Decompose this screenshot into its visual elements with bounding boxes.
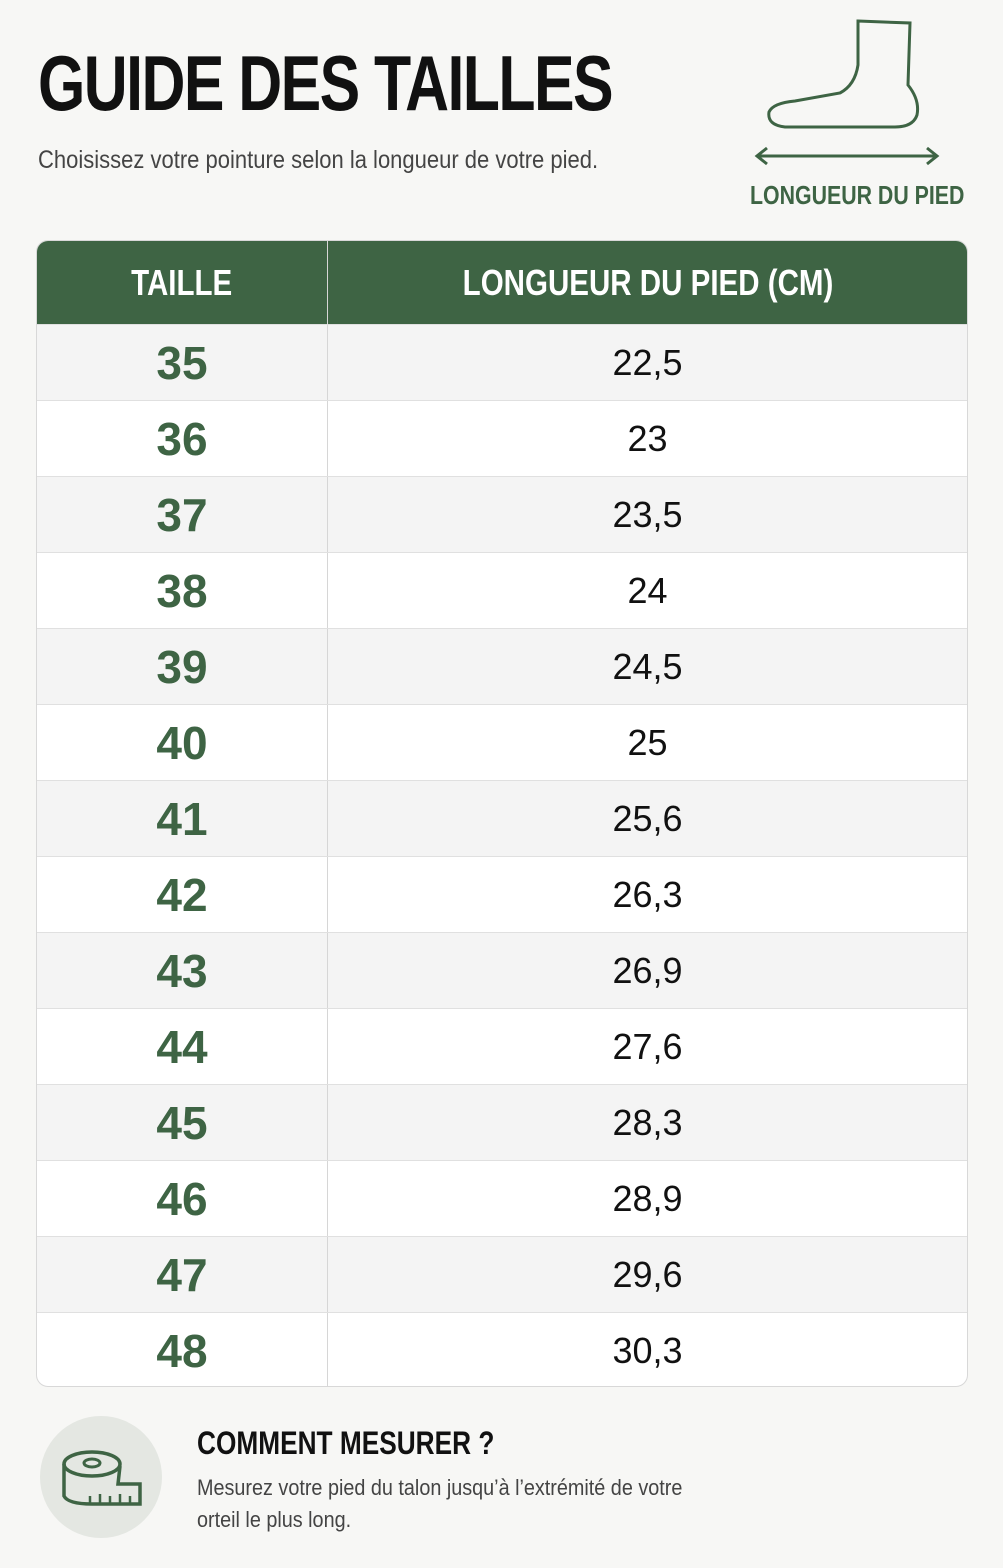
size-cell: 39 [37,629,328,704]
length-cell: 23,5 [612,493,683,535]
length-cell: 25 [627,721,668,763]
length-cell: 23 [627,417,668,459]
header-text: LONGUEUR DU PIED (CM) [462,261,833,303]
tape-icon [62,1450,142,1506]
length-cell: 30,3 [612,1329,683,1371]
size-table: TAILLE LONGUEUR DU PIED (CM) 35 22,5 36 23 3… [36,240,968,1387]
size-cell: 40 [37,705,328,780]
length-cell: 28,3 [612,1101,683,1143]
size-cell: 46 [37,1161,328,1236]
size-cell: 38 [37,553,328,628]
length-cell: 24 [627,569,668,611]
length-cell: 25,6 [612,797,683,839]
subtitle: Choisissez votre pointure selon la longu… [38,146,599,174]
length-cell: 26,3 [612,873,683,915]
length-cell: 24,5 [612,645,683,687]
length-cell: 29,6 [612,1253,683,1295]
table-row: 46 28,9 [37,1160,967,1236]
size-cell: 37 [37,477,328,552]
length-cell: 28,9 [612,1177,683,1219]
table-row: 35 22,5 [37,324,967,400]
table-row: 36 23 [37,400,967,476]
footer-title: COMMENT MESURER ? [197,1425,495,1461]
table-row: 44 27,6 [37,1008,967,1084]
table-header: TAILLE LONGUEUR DU PIED (CM) [37,241,967,324]
table-row: 42 26,3 [37,856,967,932]
table-row: 40 25 [37,704,967,780]
table-row: 37 23,5 [37,476,967,552]
length-cell: 27,6 [612,1025,683,1067]
foot-label: LONGUEUR DU PIED [750,180,965,210]
header-text: TAILLE [131,261,233,303]
table-body: 35 22,5 36 23 37 23,5 38 24 39 24,5 40 25 41 25,6 42 26… [37,324,967,1386]
size-cell: 41 [37,781,328,856]
size-cell: 47 [37,1237,328,1312]
size-cell: 44 [37,1009,328,1084]
table-row: 41 25,6 [37,780,967,856]
foot-icon [754,19,940,166]
table-row: 43 26,9 [37,932,967,1008]
size-cell: 36 [37,401,328,476]
table-row: 48 30,3 [37,1312,967,1386]
size-cell: 48 [37,1313,328,1386]
table-row: 45 28,3 [37,1084,967,1160]
size-cell: 35 [37,325,328,400]
footer-text: Mesurez votre pied du talon jusqu’à l’ex… [197,1475,683,1532]
header-cell: LONGUEUR DU PIED (CM) [328,241,967,324]
size-cell: 42 [37,857,328,932]
table-row: 39 24,5 [37,628,967,704]
header-cell: TAILLE [37,241,328,324]
table-row: 38 24 [37,552,967,628]
title: GUIDE DES TAILLES [38,39,614,127]
size-cell: 45 [37,1085,328,1160]
length-cell: 22,5 [612,341,683,383]
length-cell: 26,9 [612,949,683,991]
table-row: 47 29,6 [37,1236,967,1312]
icon-circle [40,1416,162,1538]
size-cell: 43 [37,933,328,1008]
